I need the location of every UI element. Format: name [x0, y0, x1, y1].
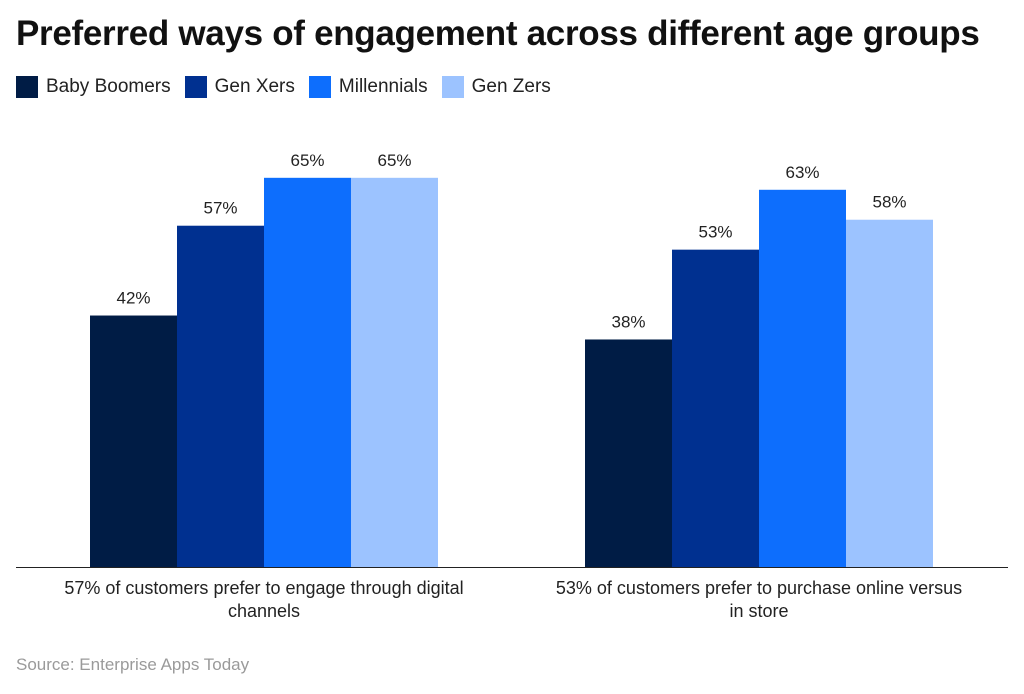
- data-label-gen-xers-group-2: 53%: [698, 223, 732, 242]
- legend-swatch-gen-xers: [184, 76, 207, 98]
- bar-baby-boomers-group-2: [585, 339, 672, 567]
- legend-swatch-gen-zers: [441, 76, 464, 98]
- bar-gen-xers-group-1: [177, 225, 264, 567]
- legend-item-baby-boomers: Baby Boomers: [16, 76, 171, 98]
- legend-item-gen-zers: Gen Zers: [441, 76, 551, 98]
- x-tick-label-group-2: 53% of customers prefer to purchase onli…: [556, 578, 962, 621]
- x-tick-label-group-1: 57% of customers prefer to engage throug…: [64, 578, 463, 621]
- bar-gen-zers-group-1: [351, 177, 438, 567]
- data-label-gen-zers-group-1: 65%: [377, 151, 411, 170]
- legend-item-gen-xers: Gen Xers: [184, 76, 295, 98]
- data-label-baby-boomers-group-2: 38%: [611, 312, 645, 331]
- legend-label-gen-xers: Gen Xers: [214, 76, 295, 97]
- source-note: Source: Enterprise Apps Today: [16, 655, 250, 674]
- legend-swatch-millennials: [308, 76, 331, 98]
- legend-label-gen-zers: Gen Zers: [471, 76, 551, 97]
- legend-label-baby-boomers: Baby Boomers: [46, 76, 171, 97]
- bar-millennials-group-2: [759, 189, 846, 567]
- data-label-baby-boomers-group-1: 42%: [116, 289, 150, 308]
- legend-item-millennials: Millennials: [308, 76, 428, 98]
- chart-legend: Baby Boomers Gen Xers Millennials Gen Ze…: [16, 76, 551, 98]
- bar-millennials-group-1: [264, 177, 351, 567]
- legend-swatch-baby-boomers: [16, 76, 38, 98]
- chart-title: Preferred ways of engagement across diff…: [16, 14, 980, 53]
- data-label-millennials-group-2: 63%: [785, 163, 819, 182]
- bar-gen-xers-group-2: [672, 249, 759, 567]
- data-label-gen-zers-group-2: 58%: [872, 193, 906, 212]
- data-label-gen-xers-group-1: 57%: [203, 199, 237, 218]
- bar-baby-boomers-group-1: [90, 315, 177, 567]
- legend-label-millennials: Millennials: [338, 76, 428, 97]
- bar-gen-zers-group-2: [846, 219, 933, 567]
- data-label-millennials-group-1: 65%: [290, 151, 324, 170]
